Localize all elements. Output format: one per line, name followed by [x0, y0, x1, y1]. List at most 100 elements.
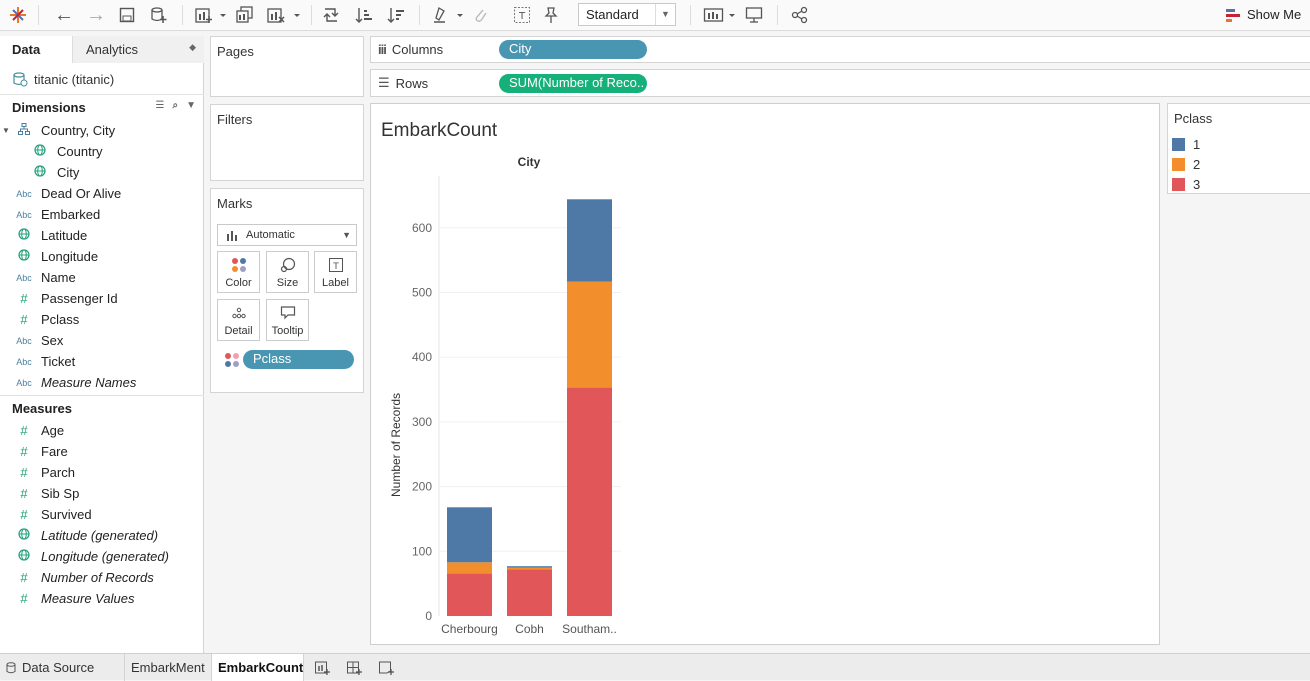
legend-item-2[interactable]: 2 [1172, 156, 1200, 172]
columns-pill-city[interactable]: City [499, 40, 647, 59]
legend-item-1[interactable]: 1 [1172, 136, 1200, 152]
field-label: Embarked [41, 207, 101, 222]
rows-pill-sum-records[interactable]: SUM(Number of Reco.. [499, 74, 647, 93]
bar-chart-icon [227, 231, 237, 241]
field-label: Name [41, 270, 76, 285]
duplicate-sheet-icon[interactable] [235, 4, 255, 26]
clear-sheet-icon[interactable] [265, 4, 301, 26]
tab-embarkment[interactable]: EmbarkMent [125, 654, 212, 681]
field-label: Country, City [41, 123, 116, 138]
new-story-tab-icon[interactable] [372, 654, 400, 681]
color-label: Color [225, 277, 252, 289]
field-number-of-records[interactable]: # Number of Records [12, 567, 153, 588]
field-pclass[interactable]: # Pclass [12, 309, 79, 330]
size-button[interactable]: Size [266, 251, 309, 293]
field-measure-names[interactable]: Abc Measure Names [12, 372, 136, 393]
field-country-city[interactable]: ▼ Country, City [2, 120, 116, 141]
show-me-button[interactable]: Show Me [1226, 7, 1301, 22]
y-axis-ticks: 0 100 200 300 400 500 600 [412, 221, 432, 623]
bar-cherbourg-pclass-1[interactable] [447, 507, 492, 563]
swap-rows-columns-icon[interactable] [320, 4, 342, 26]
field-ticket[interactable]: Abc Ticket [12, 351, 75, 372]
field-latitude[interactable]: Latitude [12, 225, 87, 246]
new-worksheet-tab-icon[interactable] [308, 654, 336, 681]
tab-data[interactable]: Data [0, 36, 72, 63]
field-label: Ticket [41, 354, 76, 369]
field-dead-or-alive[interactable]: Abc Dead Or Alive [12, 183, 121, 204]
show-mark-labels-icon[interactable]: T [511, 4, 533, 26]
embark-count-chart[interactable]: EmbarkCount City Number of Records 0 100 2… [371, 104, 1159, 644]
bar-southam-pclass-1[interactable] [567, 199, 612, 282]
field-country[interactable]: Country [28, 141, 103, 162]
field-label: Measure Values [41, 591, 135, 606]
bar-southam-pclass-3[interactable] [567, 387, 612, 616]
color-button[interactable]: Color [217, 251, 260, 293]
legend-label: 3 [1193, 176, 1201, 192]
field-fare[interactable]: # Fare [12, 441, 67, 462]
field-label: Parch [41, 465, 75, 480]
new-datasource-icon[interactable] [148, 4, 170, 26]
field-age[interactable]: # Age [12, 420, 64, 441]
field-city[interactable]: City [28, 162, 79, 183]
field-longitude-generated[interactable]: Longitude (generated) [12, 546, 169, 567]
marks-pill-pclass[interactable]: Pclass [243, 350, 354, 369]
columns-shelf: iii Columns City [370, 36, 1310, 63]
new-worksheet-icon[interactable] [193, 4, 227, 26]
bar-cobh-pclass-3[interactable] [507, 569, 552, 616]
pclass-legend[interactable]: Pclass 1 2 3 [1167, 103, 1310, 194]
tab-analytics[interactable]: Analytics ◆ [72, 36, 204, 63]
bar-cobh-pclass-2[interactable] [507, 567, 552, 570]
sort-descending-icon[interactable] [385, 4, 407, 26]
search-icon[interactable]: ⌕ [172, 100, 179, 111]
bar-southam-pclass-2[interactable] [567, 281, 612, 388]
fix-axes-icon[interactable] [540, 4, 562, 26]
globe-icon [12, 228, 36, 243]
tableau-logo-icon[interactable] [8, 4, 28, 26]
share-icon[interactable] [789, 4, 811, 26]
field-name[interactable]: Abc Name [12, 267, 76, 288]
mark-type-select[interactable]: Automatic ▼ [217, 224, 357, 246]
bar-cobh-pclass-1[interactable] [507, 566, 552, 568]
svg-text:T: T [518, 11, 526, 22]
tab-data-source[interactable]: Data Source [0, 654, 125, 681]
bar-cherbourg-pclass-2[interactable] [447, 562, 492, 574]
chevron-down-icon[interactable]: ▼ [186, 100, 196, 111]
show-me-label: Show Me [1247, 7, 1302, 22]
filters-card[interactable]: Filters [210, 104, 364, 181]
field-survived[interactable]: # Survived [12, 504, 91, 525]
field-sex[interactable]: Abc Sex [12, 330, 63, 351]
legend-item-3[interactable]: 3 [1172, 176, 1200, 192]
detail-button[interactable]: Detail [217, 299, 260, 341]
x-axis-labels: Cherbourg Cobh Southam.. [441, 622, 617, 636]
field-embarked[interactable]: Abc Embarked [12, 204, 100, 225]
tab-data-source-label: Data Source [22, 660, 95, 675]
field-label: Dead Or Alive [41, 186, 122, 201]
show-cards-icon[interactable] [702, 4, 736, 26]
chevron-down-icon: ▼ [342, 230, 351, 240]
new-dashboard-tab-icon[interactable] [340, 654, 368, 681]
pages-card[interactable]: Pages [210, 36, 364, 97]
bar-cherbourg-pclass-3[interactable] [447, 573, 492, 616]
field-parch[interactable]: # Parch [12, 462, 75, 483]
tab-embarkcount[interactable]: EmbarkCount [212, 654, 304, 681]
label-button[interactable]: T Label [314, 251, 357, 293]
tooltip-button[interactable]: Tooltip [266, 299, 309, 341]
field-passenger-id[interactable]: # Passenger Id [12, 288, 117, 309]
undo-icon[interactable]: ← [54, 3, 74, 26]
sort-ascending-icon[interactable] [353, 4, 375, 26]
field-sib-sp[interactable]: # Sib Sp [12, 483, 79, 504]
chevron-down-icon[interactable]: ▼ [2, 126, 10, 135]
view-canvas[interactable]: EmbarkCount City Number of Records 0 100 2… [370, 103, 1160, 645]
view-list-icon[interactable]: ☰ [155, 100, 165, 111]
redo-icon[interactable]: → [86, 3, 106, 26]
save-icon[interactable] [117, 4, 137, 26]
fit-mode-select[interactable]: Standard ▼ [578, 3, 676, 26]
group-members-icon[interactable] [470, 4, 490, 26]
datasource-item[interactable]: titanic (titanic) [12, 71, 114, 87]
field-longitude[interactable]: Longitude [12, 246, 98, 267]
field-measure-values[interactable]: # Measure Values [12, 588, 134, 609]
column-header: City [518, 155, 541, 169]
presentation-mode-icon[interactable] [743, 4, 765, 26]
field-latitude-generated[interactable]: Latitude (generated) [12, 525, 158, 546]
highlight-icon[interactable] [430, 4, 464, 26]
